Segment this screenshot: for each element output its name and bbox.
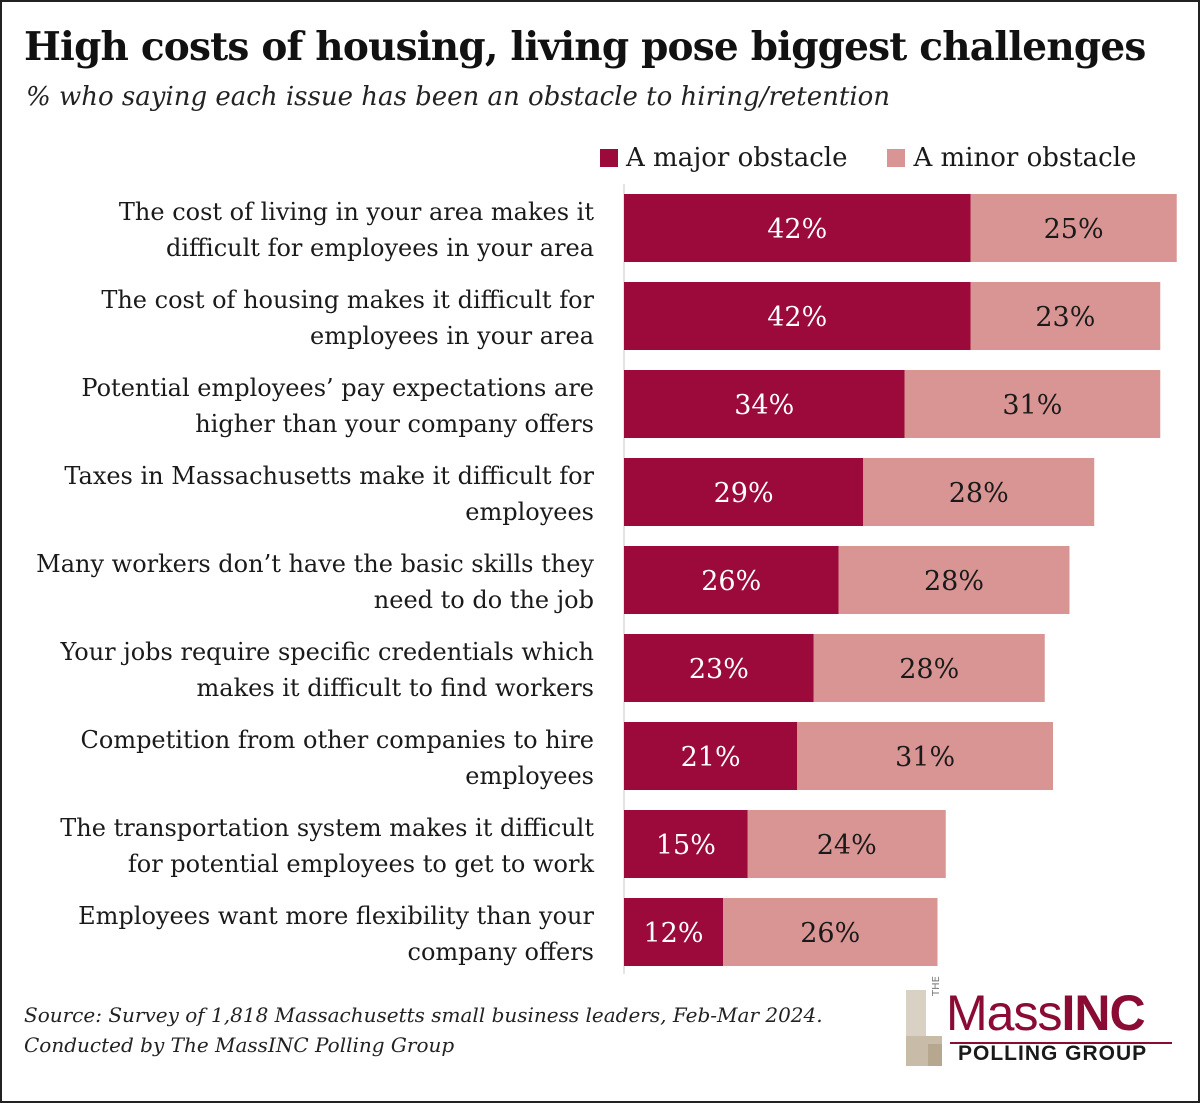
data-label-major: 23%	[689, 654, 749, 685]
category-label-line: Many workers don’t have the basic skills…	[36, 550, 594, 578]
category-label: The cost of housing makes it difficult f…	[101, 286, 594, 350]
bar-major	[624, 282, 971, 350]
category-label: Your jobs require specific credentials w…	[60, 638, 594, 702]
bar-minor	[863, 458, 1095, 526]
category-label-line: employees in your area	[310, 322, 594, 350]
bar-major	[624, 194, 971, 262]
bar-minor	[904, 370, 1161, 438]
bar-major	[624, 634, 814, 702]
legend-swatch-major	[600, 149, 618, 167]
logo-wordmark-light: Mass	[946, 985, 1062, 1041]
category-label-line: The cost of living in your area makes it	[119, 198, 594, 226]
category-label: Competition from other companies to hire…	[81, 726, 595, 790]
category-label-line: makes it difficult to find workers	[197, 674, 595, 702]
category-label: Employees want more flexibility than you…	[78, 902, 594, 966]
legend-item-minor: A minor obstacle	[887, 143, 1136, 173]
category-label-line: Your jobs require specific credentials w…	[60, 638, 594, 666]
bar-minor	[838, 546, 1070, 614]
bar-major	[624, 898, 723, 966]
bar-minor	[747, 810, 946, 878]
data-label-major: 21%	[681, 742, 741, 773]
data-label-major: 42%	[767, 302, 827, 333]
legend-label-major: A major obstacle	[626, 143, 848, 173]
massinc-logo: THE MassINC POLLING GROUP	[902, 976, 1178, 1070]
category-label: The transportation system makes it diffi…	[60, 814, 594, 878]
data-label-minor: 24%	[817, 830, 877, 861]
category-label-line: company offers	[408, 938, 594, 966]
data-label-minor: 31%	[1002, 390, 1062, 421]
bar-minor	[970, 282, 1161, 350]
data-label-minor: 26%	[800, 918, 860, 949]
data-label-minor: 25%	[1044, 214, 1104, 245]
bar-minor	[723, 898, 938, 966]
legend-item-major: A major obstacle	[600, 143, 847, 173]
footer: Source: Survey of 1,818 Massachusetts sm…	[24, 1000, 823, 1060]
data-label-minor: 28%	[924, 566, 984, 597]
bar-major	[624, 370, 905, 438]
bar-chart: The cost of living in your area makes it…	[36, 184, 1177, 974]
category-label-line: Taxes in Massachusetts make it difficult…	[64, 462, 594, 490]
bar-major	[624, 810, 748, 878]
data-label-major: 26%	[701, 566, 761, 597]
logo-subtitle: POLLING GROUP	[958, 1042, 1148, 1065]
logo-blocks-icon	[906, 990, 942, 1066]
legend-label-minor: A minor obstacle	[913, 143, 1137, 173]
data-label-minor: 28%	[899, 654, 959, 685]
logo-the-text: THE	[931, 976, 942, 996]
data-label-minor: 31%	[895, 742, 955, 773]
logo-rule	[950, 1042, 1172, 1044]
legend-swatch-minor	[887, 149, 906, 167]
chart-subtitle: % who saying each issue has been an obst…	[26, 82, 891, 112]
data-label-major: 34%	[734, 390, 794, 421]
category-label-line: difficult for employees in your area	[166, 234, 594, 262]
category-label-line: employees	[465, 762, 594, 790]
category-label-line: higher than your company offers	[195, 410, 594, 438]
category-label: Taxes in Massachusetts make it difficult…	[64, 462, 594, 526]
category-label: The cost of living in your area makes it…	[119, 198, 594, 262]
category-label-line: The transportation system makes it diffi…	[60, 814, 594, 842]
data-label-major: 12%	[643, 918, 703, 949]
bar-minor	[813, 634, 1045, 702]
category-label-line: Employees want more flexibility than you…	[78, 902, 594, 930]
category-label: Many workers don’t have the basic skills…	[36, 550, 594, 614]
data-label-major: 29%	[714, 478, 774, 509]
category-label-line: Potential employees’ pay expectations ar…	[81, 374, 594, 402]
category-label-line: employees	[465, 498, 594, 526]
data-label-minor: 28%	[949, 478, 1009, 509]
data-label-minor: 23%	[1035, 302, 1095, 333]
category-label-line: The cost of housing makes it difficult f…	[101, 286, 594, 314]
bar-major	[624, 546, 839, 614]
category-label-line: for potential employees to get to work	[128, 850, 595, 878]
logo-wordmark-bold: INC	[1061, 985, 1145, 1041]
category-label-line: Competition from other companies to hire	[81, 726, 595, 754]
bar-minor	[797, 722, 1053, 790]
data-label-major: 42%	[767, 214, 827, 245]
logo-wordmark: MassINC	[946, 985, 1146, 1041]
bar-major	[624, 722, 798, 790]
source-note: Source: Survey of 1,818 Massachusetts sm…	[24, 1003, 823, 1027]
category-label-line: need to do the job	[374, 586, 594, 614]
bar-minor	[970, 194, 1177, 262]
chart-title: High costs of housing, living pose bigge…	[24, 24, 1146, 70]
bar-major	[624, 458, 864, 526]
legend: A major obstacle A minor obstacle	[600, 138, 1136, 178]
data-label-major: 15%	[656, 830, 716, 861]
category-label: Potential employees’ pay expectations ar…	[81, 374, 594, 438]
conducted-note: Conducted by The MassINC Polling Group	[24, 1033, 455, 1057]
